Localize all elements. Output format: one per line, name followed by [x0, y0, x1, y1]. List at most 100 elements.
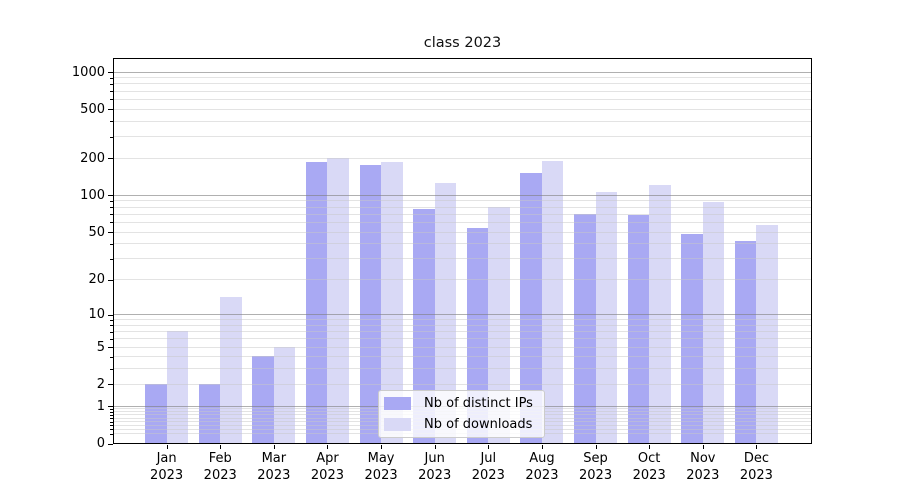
bar-downloads-feb [220, 297, 242, 443]
y-minor-tick-mark [110, 368, 113, 370]
bar-ips-feb [198, 383, 221, 443]
legend-label-distinct-ips: Nb of distinct IPs [424, 395, 533, 411]
y-tick-label: 50 [88, 224, 105, 240]
y-tick-mark [108, 109, 113, 111]
y-tick-mark [108, 72, 113, 73]
legend-item-downloads: Nb of downloads [384, 416, 544, 432]
y-minor-tick-mark [110, 408, 113, 410]
bar-downloads-aug [541, 160, 564, 443]
y-tick-mark [108, 384, 113, 386]
y-tick-label: 10 [88, 307, 105, 323]
bar-ips-nov [681, 233, 703, 443]
x-tick-mark [327, 444, 329, 449]
y-tick-mark [108, 347, 113, 349]
y-tick-mark [108, 158, 113, 160]
bar-downloads-sep [595, 191, 618, 443]
y-minor-tick-mark [110, 331, 113, 333]
x-tick-label-sep: Sep 2023 [579, 451, 613, 483]
x-tick-label-jun: Jun 2023 [418, 451, 452, 483]
x-tick-mark [702, 444, 704, 449]
bar-downloads-apr [327, 157, 349, 443]
y-minor-tick-mark [110, 418, 113, 420]
y-minor-tick-mark [110, 325, 113, 327]
legend: Nb of distinct IPs Nb of downloads [378, 390, 545, 438]
bar-ips-aug [520, 173, 542, 443]
bar-downloads-oct [649, 185, 671, 443]
y-tick-label: 1 [96, 398, 105, 414]
y-minor-tick-mark [110, 200, 113, 202]
bars-layer [114, 59, 811, 443]
legend-item-distinct-ips: Nb of distinct IPs [384, 395, 544, 411]
bar-ips-dec [734, 240, 757, 443]
y-tick-mark [108, 279, 113, 281]
bar-downloads-dec [756, 224, 778, 443]
y-minor-tick-mark [110, 121, 113, 123]
x-tick-mark [273, 444, 275, 449]
y-minor-tick-mark [110, 433, 113, 435]
x-tick-label-dec: Dec 2023 [739, 451, 773, 483]
y-minor-tick-mark [110, 356, 113, 358]
x-tick-label-feb: Feb 2023 [203, 451, 237, 483]
bar-downloads-jan [166, 331, 189, 443]
y-minor-tick-mark [110, 258, 113, 260]
y-tick-label: 100 [80, 187, 105, 203]
bar-ips-apr [305, 161, 328, 443]
x-tick-label-aug: Aug 2023 [525, 451, 559, 483]
y-minor-tick-mark [110, 338, 113, 340]
x-tick-mark [595, 444, 597, 449]
y-minor-tick-mark [110, 207, 113, 209]
y-minor-tick-mark [110, 243, 113, 245]
y-minor-tick-mark [110, 136, 113, 138]
x-tick-mark [434, 444, 436, 449]
y-tick-label: 200 [80, 150, 105, 166]
bar-downloads-jun [434, 182, 457, 443]
bar-downloads-mar [273, 346, 296, 443]
y-minor-tick-mark [110, 83, 113, 85]
chart-title: class 2023 [423, 35, 502, 51]
y-minor-tick-mark [110, 214, 113, 216]
y-tick-mark [108, 232, 113, 234]
y-minor-tick-mark [110, 414, 113, 416]
y-tick-label: 5 [96, 339, 105, 355]
x-tick-mark [649, 444, 651, 449]
y-tick-mark [108, 443, 113, 445]
y-minor-tick-mark [110, 411, 113, 413]
x-tick-mark [488, 444, 490, 449]
y-minor-tick-mark [110, 77, 113, 79]
bar-ips-sep [574, 213, 596, 443]
y-minor-tick-mark [110, 91, 113, 93]
x-tick-label-nov: Nov 2023 [686, 451, 720, 483]
x-tick-label-oct: Oct 2023 [632, 451, 666, 483]
x-tick-mark [541, 444, 543, 449]
y-minor-tick-mark [110, 421, 113, 423]
bar-ips-jul [466, 227, 489, 443]
y-tick-label: 0 [96, 436, 105, 451]
y-minor-tick-mark [110, 99, 113, 101]
y-tick-mark [108, 314, 113, 316]
y-tick-mark [108, 195, 113, 197]
bar-ips-may [359, 164, 382, 443]
x-tick-mark [220, 444, 222, 449]
plot-area [113, 58, 812, 444]
y-tick-label: 1000 [71, 64, 105, 80]
x-tick-label-apr: Apr 2023 [310, 451, 344, 483]
y-tick-label: 500 [80, 101, 105, 117]
x-tick-label-jan: Jan 2023 [150, 451, 184, 483]
legend-label-downloads: Nb of downloads [424, 416, 533, 432]
bar-ips-oct [627, 215, 650, 443]
y-minor-tick-mark [110, 319, 113, 321]
y-minor-tick-mark [110, 222, 113, 224]
legend-swatch-downloads [384, 417, 411, 432]
y-minor-tick-mark [110, 425, 113, 427]
legend-swatch-distinct-ips [384, 396, 411, 411]
x-tick-mark [756, 444, 758, 449]
bar-ips-mar [252, 356, 274, 443]
x-tick-mark [166, 444, 168, 449]
bar-downloads-nov [702, 201, 725, 443]
y-minor-tick-mark [110, 429, 113, 431]
x-tick-label-mar: Mar 2023 [257, 451, 291, 483]
y-tick-label: 20 [88, 272, 105, 288]
x-tick-label-jul: Jul 2023 [471, 451, 505, 483]
y-tick-label: 2 [96, 376, 105, 392]
